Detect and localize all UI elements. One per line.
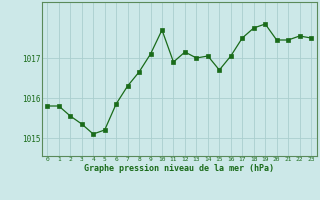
- X-axis label: Graphe pression niveau de la mer (hPa): Graphe pression niveau de la mer (hPa): [84, 164, 274, 173]
